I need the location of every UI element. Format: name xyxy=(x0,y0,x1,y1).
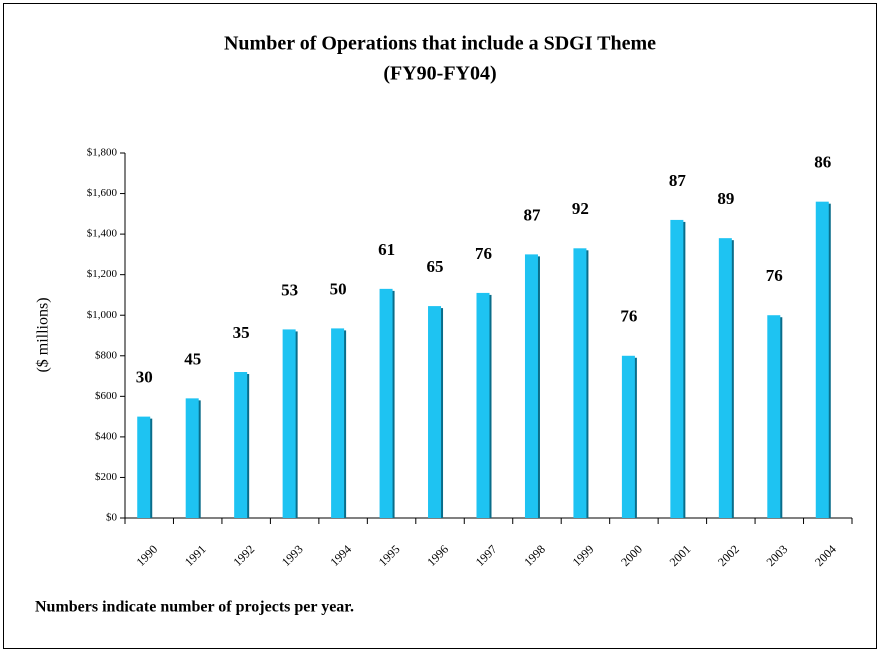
bar xyxy=(621,355,635,518)
note: Numbers indicate number of projects per … xyxy=(35,599,354,616)
bar xyxy=(185,398,199,518)
project-count-label: 76 xyxy=(766,266,783,285)
project-count-label: 87 xyxy=(669,171,687,190)
bar xyxy=(282,329,296,518)
project-count-label: 53 xyxy=(281,280,298,299)
y-tick-label: $400 xyxy=(95,430,118,442)
project-count-label: 65 xyxy=(427,257,444,276)
project-count-label: 89 xyxy=(717,189,734,208)
project-count-label: 61 xyxy=(378,240,395,259)
project-count-label: 35 xyxy=(233,323,250,342)
project-count-label: 45 xyxy=(184,349,201,368)
project-count-label: 86 xyxy=(814,153,831,172)
bar xyxy=(767,315,781,518)
chart-subtitle: (FY90-FY04) xyxy=(383,63,496,85)
y-tick-label: $0 xyxy=(106,512,118,524)
y-tick-label: $1,200 xyxy=(87,268,118,280)
project-count-label: 87 xyxy=(523,205,541,224)
chart-title: Number of Operations that include a SDGI… xyxy=(224,33,656,55)
y-tick-label: $200 xyxy=(95,471,118,483)
y-tick-label: $800 xyxy=(95,349,118,361)
bar xyxy=(573,248,587,519)
project-count-label: 76 xyxy=(475,244,492,263)
bar xyxy=(379,288,393,518)
y-axis-label: ($ millions) xyxy=(35,297,52,372)
bar xyxy=(428,306,442,518)
project-count-label: 50 xyxy=(330,279,347,298)
bar xyxy=(331,328,345,518)
bar xyxy=(670,219,684,518)
y-tick-label: $1,400 xyxy=(87,228,118,240)
bar xyxy=(476,292,490,518)
project-count-label: 92 xyxy=(572,199,589,218)
y-tick-label: $1,600 xyxy=(87,187,118,199)
bar xyxy=(234,372,248,518)
project-count-label: 76 xyxy=(620,307,637,326)
y-tick-label: $600 xyxy=(95,390,118,402)
bar xyxy=(137,416,151,518)
bar xyxy=(718,238,732,518)
y-tick-label: $1,800 xyxy=(87,147,118,159)
bar xyxy=(815,201,829,518)
y-tick-label: $1,000 xyxy=(87,309,118,321)
bar xyxy=(524,254,538,518)
project-count-label: 30 xyxy=(136,368,153,387)
